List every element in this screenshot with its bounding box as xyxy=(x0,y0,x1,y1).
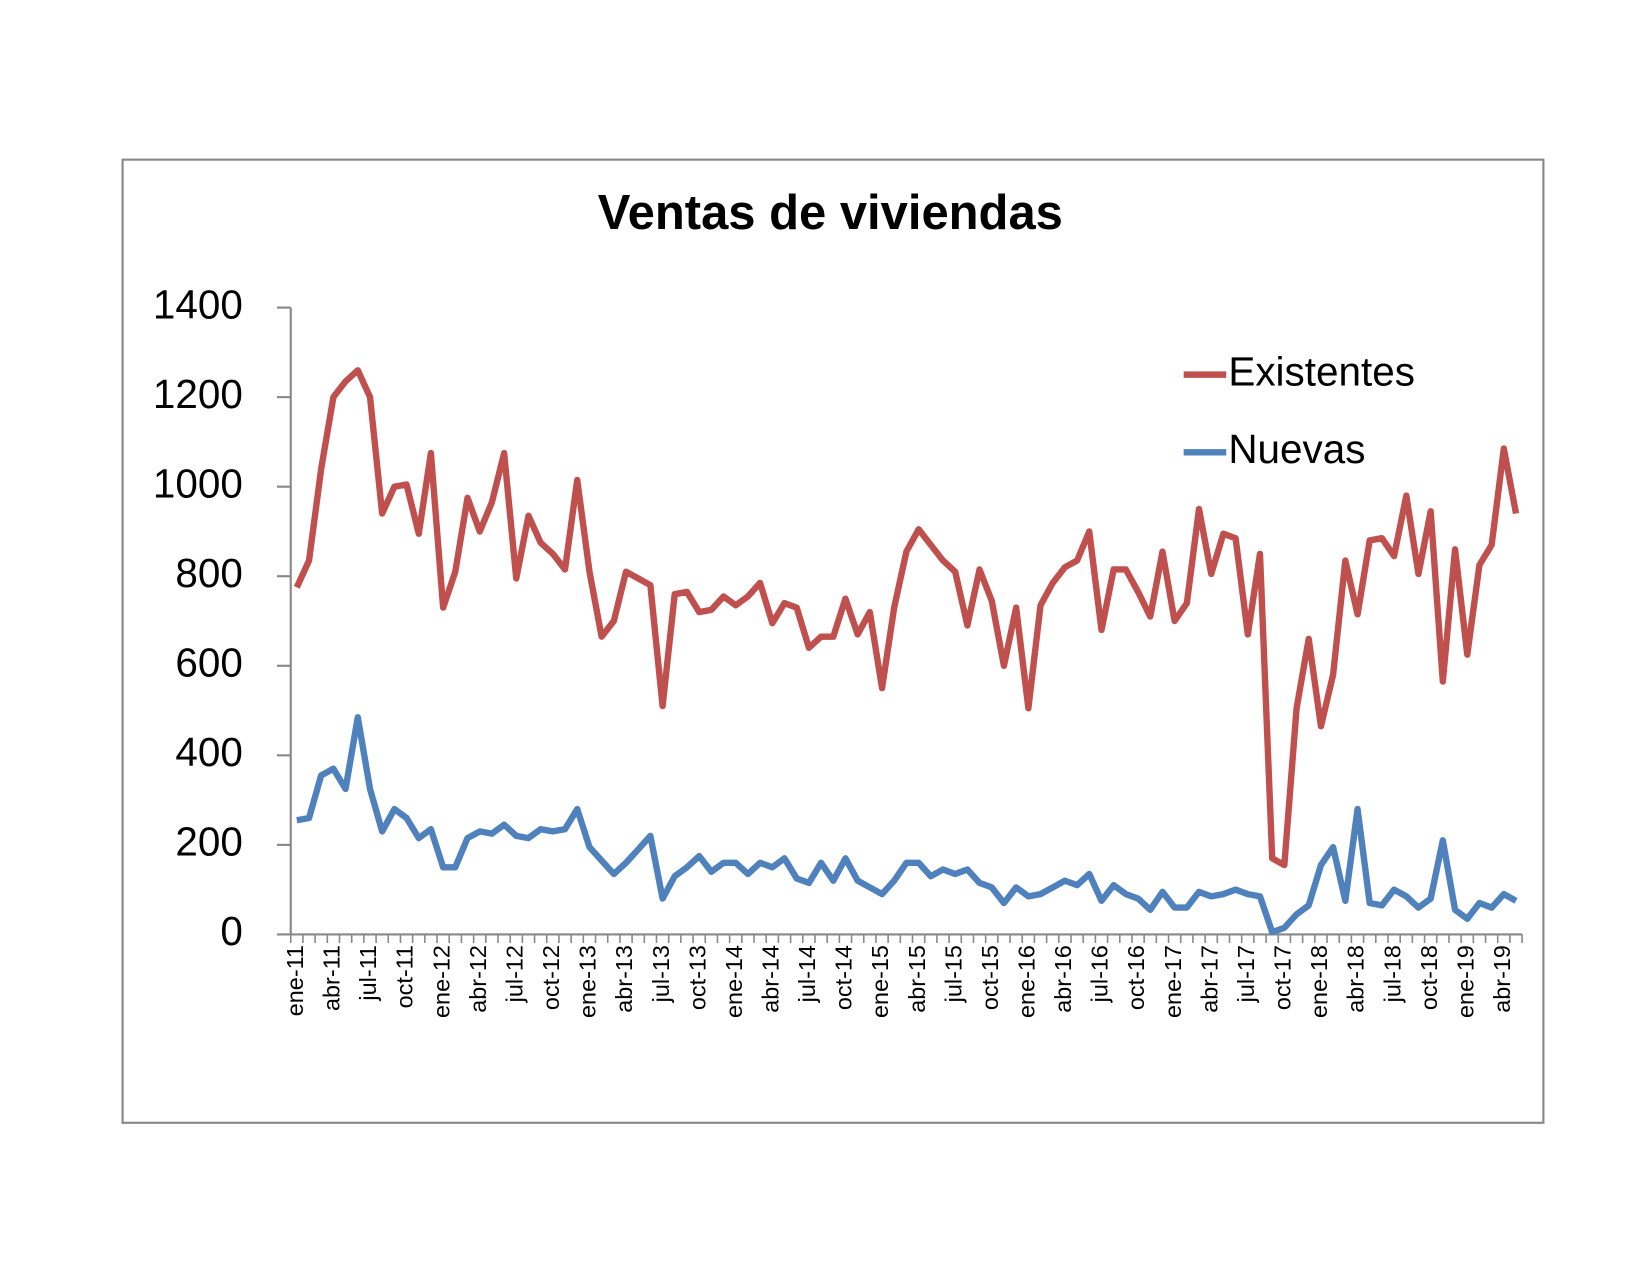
x-tick-label: oct-15 xyxy=(977,945,1003,1010)
y-tick-label: 1200 xyxy=(153,371,243,417)
x-tick-label: oct-11 xyxy=(392,945,418,1008)
y-tick-label: 0 xyxy=(220,908,243,954)
x-tick-label: jul-17 xyxy=(1233,945,1259,1003)
x-tick-label: jul-11 xyxy=(355,945,381,1002)
x-tick-label: jul-14 xyxy=(794,945,820,1003)
x-tick-label: ene-15 xyxy=(867,945,893,1018)
x-tick-label: jul-12 xyxy=(501,945,527,1003)
x-tick-label: ene-11 xyxy=(282,945,308,1016)
legend-label: Existentes xyxy=(1228,348,1415,394)
x-tick-label: oct-17 xyxy=(1270,945,1296,1010)
y-tick-label: 800 xyxy=(175,550,242,596)
x-tick-label: abr-19 xyxy=(1489,945,1515,1013)
x-tick-label: jul-13 xyxy=(648,945,674,1003)
x-tick-label: abr-18 xyxy=(1343,945,1369,1013)
x-tick-label: abr-14 xyxy=(757,945,783,1013)
x-tick-label: jul-16 xyxy=(1087,945,1113,1003)
y-tick-label: 1400 xyxy=(153,281,243,327)
x-tick-label: abr-17 xyxy=(1196,945,1222,1013)
x-tick-label: abr-16 xyxy=(1050,945,1076,1013)
x-tick-label: oct-12 xyxy=(538,945,564,1010)
x-tick-label: ene-16 xyxy=(1014,945,1040,1018)
x-tick-label: ene-17 xyxy=(1160,945,1186,1018)
y-tick-label: 200 xyxy=(175,819,242,865)
x-tick-label: oct-16 xyxy=(1123,945,1149,1010)
x-tick-label: oct-18 xyxy=(1416,945,1442,1010)
line-series xyxy=(296,714,1518,936)
x-tick-label: abr-13 xyxy=(611,945,637,1013)
line-series xyxy=(293,367,1520,869)
chart-title: Ventas de viviendas xyxy=(598,186,1063,240)
x-tick-label: abr-11 xyxy=(319,945,345,1011)
x-tick-label: ene-12 xyxy=(428,945,454,1018)
x-tick-label: ene-18 xyxy=(1306,945,1332,1018)
y-tick-label: 600 xyxy=(175,639,242,685)
x-tick-label: oct-13 xyxy=(684,945,710,1010)
x-tick-label: abr-15 xyxy=(904,945,930,1013)
x-tick-label: jul-18 xyxy=(1379,945,1405,1003)
x-tick-label: ene-19 xyxy=(1452,945,1478,1018)
y-tick-label: 1000 xyxy=(153,460,243,506)
x-tick-label: jul-15 xyxy=(940,945,966,1003)
y-tick-label: 400 xyxy=(175,729,242,775)
x-tick-label: abr-12 xyxy=(465,945,491,1013)
x-tick-label: oct-14 xyxy=(831,945,857,1010)
x-tick-label: ene-14 xyxy=(721,945,747,1018)
legend-label: Nuevas xyxy=(1228,426,1365,472)
x-tick-label: ene-13 xyxy=(575,945,601,1018)
